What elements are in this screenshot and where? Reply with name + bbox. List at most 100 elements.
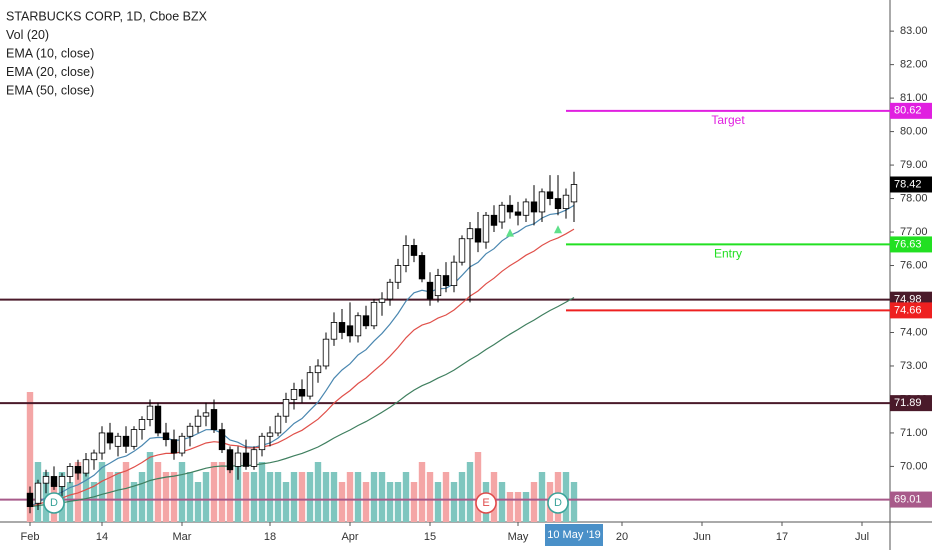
volume-bar (146, 452, 154, 522)
signal-marker (506, 228, 514, 237)
volume-bar (338, 482, 346, 522)
volume-bar (26, 392, 34, 522)
x-tick-label: 17 (776, 531, 788, 543)
candle-body (546, 191, 554, 199)
x-tick-label: May (508, 531, 529, 543)
candle-body (522, 201, 530, 216)
volume-bar (418, 462, 426, 522)
volume-bar (442, 472, 450, 522)
volume-bar (186, 472, 194, 522)
volume-bar (474, 452, 482, 522)
volume-bar (170, 472, 178, 522)
candle-body (538, 191, 546, 213)
y-tick-label: 80.00 (900, 125, 928, 137)
price-label: 80.62 (894, 105, 922, 117)
y-tick-label: 81.00 (900, 92, 928, 104)
candle-body (138, 419, 146, 430)
candle-body (426, 281, 434, 300)
candle-body (58, 476, 66, 487)
volume-bar (522, 492, 530, 522)
signal-marker (554, 225, 562, 234)
candle-body (178, 435, 186, 454)
volume-bar (90, 482, 98, 522)
candle-body (218, 429, 226, 451)
price-label-box (890, 102, 932, 119)
candle-body (114, 435, 122, 447)
candle-body (106, 432, 114, 444)
x-tick-label: Feb (21, 531, 40, 543)
candle-body (490, 214, 498, 226)
candle-body (450, 261, 458, 287)
candle-body (354, 315, 362, 337)
x-tick-label: Jul (855, 531, 869, 543)
volume-bar (298, 472, 306, 522)
candle-body (330, 322, 338, 340)
volume-bar (402, 472, 410, 522)
volume-bar (274, 472, 282, 522)
volume-bar (514, 492, 522, 522)
ema-line (29, 204, 575, 508)
volume-bar (258, 462, 266, 522)
candle-body (146, 405, 154, 420)
volume-bar (354, 472, 362, 522)
y-tick-label: 73.00 (900, 360, 928, 372)
y-tick-label: 77.00 (900, 226, 928, 238)
volume-bar (306, 472, 314, 522)
y-tick-label: 70.00 (900, 460, 928, 472)
volume-bar (458, 472, 466, 522)
x-tick-label: 18 (264, 531, 276, 543)
candle-body (242, 452, 250, 467)
candle-body (506, 204, 514, 213)
candle-body (42, 476, 50, 484)
volume-bar (266, 472, 274, 522)
volume-bar (570, 482, 578, 522)
event-label: D (50, 497, 58, 509)
candle-body (442, 275, 450, 287)
event-label: E (482, 497, 489, 509)
event-badge (547, 492, 569, 514)
candle-body (570, 184, 578, 203)
candle-body (498, 204, 506, 223)
price-label: 74.66 (894, 304, 922, 316)
y-tick-label: 71.00 (900, 427, 928, 439)
volume-bar (426, 472, 434, 522)
legend-entry: EMA (50, close) (6, 83, 94, 97)
x-tick-label: Jun (693, 531, 711, 543)
volume-bar (450, 482, 458, 522)
candle-body (514, 211, 522, 216)
candle-body (394, 265, 402, 283)
candle-body (402, 245, 410, 266)
candle-body (466, 228, 474, 240)
volume-bar (322, 472, 330, 522)
volume-bar (362, 482, 370, 522)
price-line-label: Entry (714, 247, 742, 261)
price-label-box (890, 395, 932, 412)
volume-bar (194, 482, 202, 522)
crosshair-box (545, 524, 603, 546)
candle-body (386, 281, 394, 300)
volume-bar (290, 472, 298, 522)
candle-body (282, 399, 290, 417)
volume-bar (434, 482, 442, 522)
candle-body (258, 435, 266, 451)
volume-bar (178, 462, 186, 522)
candle-body (362, 315, 370, 327)
candle-body (210, 409, 218, 430)
candle-body (154, 405, 162, 434)
price-label: 76.63 (894, 238, 922, 250)
legend-entry: STARBUCKS CORP, 1D, Cboe BZX (6, 9, 208, 23)
candle-body (274, 415, 282, 434)
candle-body (458, 238, 466, 263)
volume-bar (234, 462, 242, 522)
legend-entry: EMA (10, close) (6, 46, 94, 60)
y-tick-label: 82.00 (900, 59, 928, 71)
candle-body (378, 298, 386, 303)
candle-body (410, 245, 418, 256)
volume-bar (242, 472, 250, 522)
y-tick-label: 83.00 (900, 25, 928, 37)
candle-body (418, 255, 426, 280)
candle-body (82, 459, 90, 474)
candle-body (162, 432, 170, 441)
volume-bar (466, 462, 474, 522)
